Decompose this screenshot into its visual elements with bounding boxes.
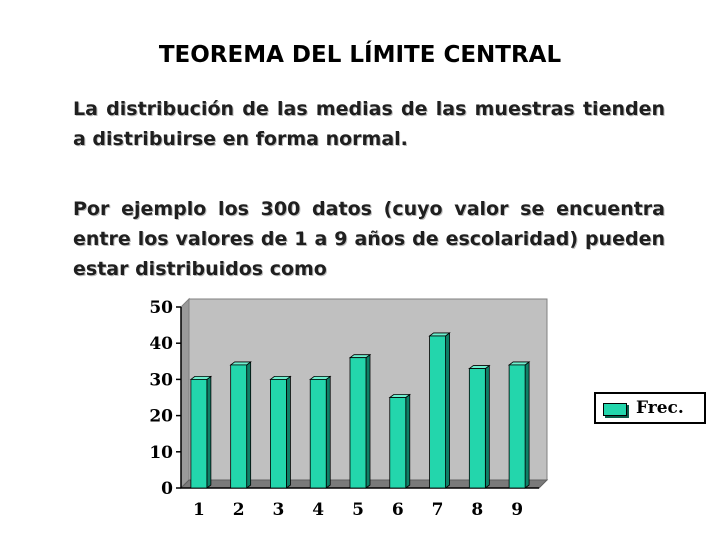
page-title: TEOREMA DEL LÍMITE CENTRAL bbox=[158, 42, 562, 68]
legend-swatch bbox=[603, 403, 627, 416]
bar bbox=[190, 378, 208, 489]
y-tick-label: 40 bbox=[149, 334, 173, 354]
bar-top bbox=[388, 394, 411, 398]
y-tick-label: 10 bbox=[149, 443, 173, 463]
plot-side-wall bbox=[180, 297, 190, 490]
bar-side bbox=[206, 375, 212, 489]
bar bbox=[349, 357, 367, 489]
x-tick-label: 4 bbox=[312, 500, 324, 520]
bar-side bbox=[484, 364, 490, 489]
legend-label: Frec. bbox=[636, 398, 684, 418]
x-tick-label: 8 bbox=[471, 500, 483, 520]
y-tick-label: 30 bbox=[149, 370, 173, 390]
x-tick-label: 7 bbox=[432, 500, 444, 520]
y-tick-label: 0 bbox=[161, 479, 173, 499]
bar-side bbox=[325, 375, 331, 489]
example-paragraph: Por ejemplo los 300 datos (cuyo valor se… bbox=[73, 198, 665, 280]
x-tick-label: 1 bbox=[193, 500, 205, 520]
bar-top bbox=[468, 365, 491, 369]
x-tick-label: 2 bbox=[233, 500, 245, 520]
bar-side bbox=[286, 375, 291, 489]
bar-top bbox=[428, 332, 451, 337]
bar-top bbox=[348, 354, 372, 359]
bar-top bbox=[309, 375, 332, 380]
bar-side bbox=[365, 353, 371, 489]
y-tick-label: 50 bbox=[149, 298, 173, 318]
x-tick-label: 6 bbox=[392, 500, 404, 520]
bar bbox=[468, 368, 486, 489]
bar bbox=[389, 397, 407, 489]
bar-top bbox=[507, 361, 531, 366]
bar bbox=[429, 335, 446, 489]
intro-paragraph: La distribución de las medias de las mue… bbox=[73, 98, 665, 150]
bar bbox=[508, 364, 526, 489]
bar-top bbox=[189, 375, 213, 380]
bar-side bbox=[246, 361, 252, 489]
y-tick-label: 20 bbox=[149, 407, 173, 427]
bar-side bbox=[445, 332, 450, 489]
x-tick-label: 9 bbox=[511, 500, 523, 520]
bar bbox=[230, 364, 248, 489]
x-tick-label: 5 bbox=[352, 500, 364, 520]
bar bbox=[309, 378, 327, 489]
bar bbox=[270, 378, 287, 489]
x-tick-label: 3 bbox=[273, 500, 285, 520]
chart-legend: Frec. bbox=[594, 392, 706, 424]
bar-top bbox=[269, 375, 292, 380]
bar-side bbox=[405, 393, 411, 489]
bar-side bbox=[524, 361, 530, 489]
bar-top bbox=[229, 361, 252, 366]
